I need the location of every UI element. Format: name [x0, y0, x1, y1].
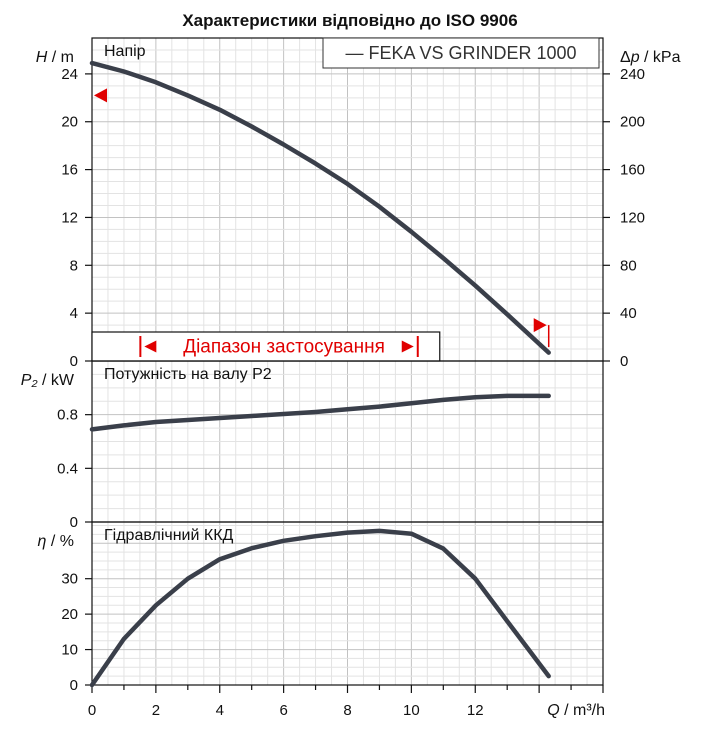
axes: [85, 37, 610, 693]
secondary-axis-unit: / kPa: [640, 49, 681, 66]
y-tick-label: 8: [70, 257, 78, 274]
legend-box: [322, 37, 600, 69]
y-tick-label: 0: [70, 514, 78, 531]
x-tick-label: 0: [88, 702, 96, 719]
head-y-axis-title: H / m: [36, 49, 74, 66]
power-panel-title: Потужність на валу P2: [104, 366, 272, 383]
y-axis-unit: / m: [47, 49, 74, 66]
y-axis-symbol: P₂: [21, 372, 38, 389]
range-of-application-label: Діапазон застосування: [183, 337, 385, 358]
x-tick-label: 8: [343, 702, 351, 719]
x-axis-title: Q / m³/h: [547, 702, 605, 719]
x-tick-label: 10: [403, 702, 420, 719]
y-axis-symbol: η: [38, 533, 47, 550]
y2-tick-label: 80: [620, 257, 637, 274]
y2-tick-label: 40: [620, 305, 637, 322]
x-tick-label: 6: [279, 702, 287, 719]
secondary-axis-title: Δp / kPa: [620, 49, 681, 66]
y-tick-label: 4: [70, 305, 78, 322]
power-y-axis-title: P₂ / kW: [21, 372, 75, 389]
y-tick-label: 30: [61, 571, 78, 588]
y-tick-label: 12: [61, 209, 78, 226]
power-curve: [89, 393, 551, 432]
y-tick-label: 10: [61, 642, 78, 659]
curves: [89, 60, 551, 688]
y-tick-label: 0: [70, 677, 78, 694]
head-curve: [89, 60, 551, 355]
range-right-arrow: [401, 340, 414, 353]
x-tick-label: 4: [216, 702, 224, 719]
y-tick-label: 16: [61, 162, 78, 179]
x-axis-unit: / m³/h: [560, 702, 605, 719]
y-tick-label: 0: [70, 353, 78, 370]
y-tick-label: 20: [61, 114, 78, 131]
secondary-axis-delta: Δ: [620, 49, 631, 66]
y-axis-symbol: H: [36, 49, 48, 66]
x-tick-label: 12: [467, 702, 484, 719]
y-tick-label: 0.8: [57, 407, 78, 424]
y-tick-label: 0.4: [57, 460, 78, 477]
head-panel-title: Напір: [104, 43, 146, 60]
y-axis-unit: / kW: [38, 372, 75, 389]
y2-tick-label: 200: [620, 114, 645, 131]
legend-entry: — FEKA VS GRINDER 1000: [345, 43, 576, 63]
y2-tick-label: 240: [620, 66, 645, 83]
y2-tick-label: 0: [620, 353, 628, 370]
efficiency-y-axis-title: η / %: [38, 533, 74, 550]
y-axis-unit: / %: [46, 533, 74, 550]
x-axis-symbol: Q: [547, 702, 559, 719]
range-left-arrow: [144, 340, 157, 353]
y2-tick-label: 160: [620, 162, 645, 179]
efficiency-curve: [89, 528, 551, 688]
operating-limit-marker: [533, 318, 547, 333]
y-tick-label: 24: [61, 66, 78, 83]
efficiency-panel-title: Гідравлічний ККД: [104, 527, 234, 544]
operating-limit-marker: [94, 88, 107, 103]
y-tick-label: 20: [61, 606, 78, 623]
y2-tick-label: 120: [620, 209, 645, 226]
secondary-axis-symbol: p: [630, 49, 640, 66]
x-tick-label: 2: [152, 702, 160, 719]
chart-title: Характеристики відповідно до ISO 9906: [182, 11, 517, 30]
